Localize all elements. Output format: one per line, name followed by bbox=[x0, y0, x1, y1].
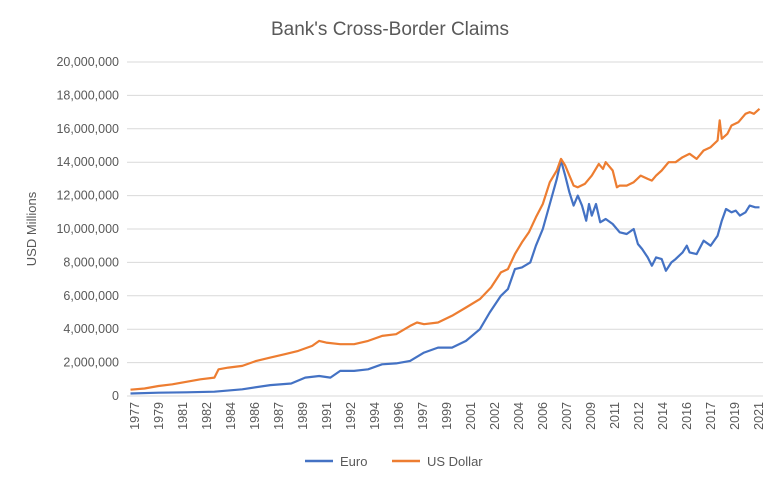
legend-label-euro: Euro bbox=[340, 454, 367, 469]
x-tick-label: 2006 bbox=[536, 402, 550, 430]
x-tick-label: 1992 bbox=[344, 402, 358, 430]
y-tick-label: 4,000,000 bbox=[63, 322, 119, 336]
x-tick-label: 1999 bbox=[440, 402, 454, 430]
x-tick-label: 1984 bbox=[224, 402, 238, 430]
x-tick-label: 1997 bbox=[416, 402, 430, 430]
legend: Euro US Dollar bbox=[305, 454, 483, 469]
y-tick-label: 14,000,000 bbox=[56, 155, 119, 169]
x-tick-label: 1987 bbox=[272, 402, 286, 430]
series-lines bbox=[130, 107, 761, 395]
y-tick-label: 10,000,000 bbox=[56, 222, 119, 236]
x-tick-label: 1979 bbox=[152, 402, 166, 430]
x-tick-label: 1977 bbox=[128, 402, 142, 430]
x-axis-ticks: 1977 1979 1981 1982 1984 1986 1987 1989 1991 1992… bbox=[128, 402, 766, 430]
series-line-euro bbox=[130, 159, 760, 395]
y-tick-label: 18,000,000 bbox=[56, 88, 119, 102]
chart-title: Bank's Cross-Border Claims bbox=[271, 19, 509, 40]
x-tick-label: 2011 bbox=[608, 402, 622, 429]
y-axis-ticks: 0 2,000,000 4,000,000 6,000,000 8,000,000 10,… bbox=[56, 55, 119, 403]
y-tick-label: 16,000,000 bbox=[56, 122, 119, 136]
y-tick-label: 20,000,000 bbox=[56, 55, 119, 69]
x-tick-label: 2016 bbox=[680, 402, 694, 430]
x-tick-label: 1982 bbox=[200, 402, 214, 430]
y-axis-label: USD Millions bbox=[24, 191, 39, 266]
legend-label-us-dollar: US Dollar bbox=[427, 454, 483, 469]
x-tick-label: 1991 bbox=[320, 402, 334, 430]
x-tick-label: 2009 bbox=[584, 402, 598, 430]
x-tick-label: 2012 bbox=[632, 402, 646, 430]
y-tick-label: 2,000,000 bbox=[63, 356, 119, 370]
x-tick-label: 2004 bbox=[512, 402, 526, 430]
legend-item-us-dollar: US Dollar bbox=[392, 454, 483, 469]
gridlines bbox=[127, 61, 763, 397]
x-tick-label: 1989 bbox=[296, 402, 310, 430]
x-tick-label: 2019 bbox=[728, 402, 742, 430]
x-tick-label: 2001 bbox=[464, 402, 478, 430]
x-tick-label: 1981 bbox=[176, 402, 190, 430]
x-tick-label: 2021 bbox=[752, 402, 766, 430]
y-tick-label: 8,000,000 bbox=[63, 255, 119, 269]
x-tick-label: 2014 bbox=[656, 402, 670, 430]
x-tick-label: 2017 bbox=[704, 402, 718, 430]
x-tick-label: 2007 bbox=[560, 402, 574, 430]
x-tick-label: 2002 bbox=[488, 402, 502, 430]
y-tick-label: 0 bbox=[112, 389, 119, 403]
x-tick-label: 1996 bbox=[392, 402, 406, 430]
legend-item-euro: Euro bbox=[305, 454, 367, 469]
y-tick-label: 6,000,000 bbox=[63, 289, 119, 303]
y-tick-label: 12,000,000 bbox=[56, 189, 119, 203]
x-tick-label: 1986 bbox=[248, 402, 262, 430]
x-tick-label: 1994 bbox=[368, 402, 382, 430]
series-line-us-dollar bbox=[130, 107, 761, 391]
